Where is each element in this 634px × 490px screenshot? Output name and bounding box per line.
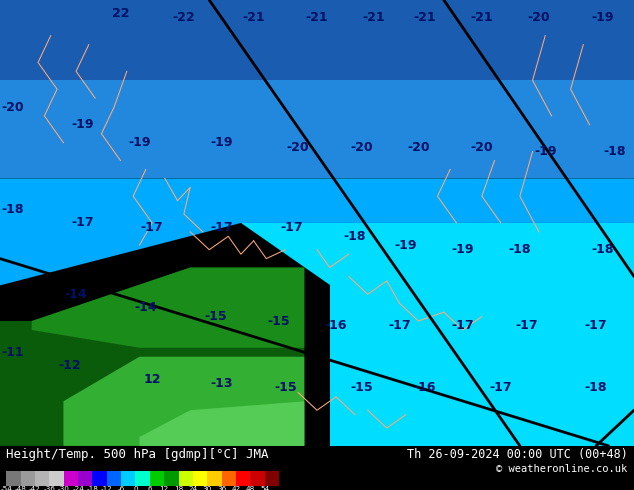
Text: -18: -18 (1, 203, 24, 216)
Text: -19: -19 (394, 239, 417, 252)
Text: -18: -18 (591, 243, 614, 256)
Bar (207, 471, 221, 486)
Text: -11: -11 (1, 346, 24, 359)
Text: -18: -18 (344, 230, 366, 243)
Bar (221, 471, 236, 486)
Text: -17: -17 (585, 319, 607, 332)
Text: 22: 22 (112, 7, 129, 20)
Text: -20: -20 (407, 141, 430, 154)
Text: -16: -16 (413, 381, 436, 394)
Polygon shape (0, 268, 304, 446)
Text: Height/Temp. 500 hPa [gdmp][°C] JMA: Height/Temp. 500 hPa [gdmp][°C] JMA (6, 448, 269, 461)
Text: Th 26-09-2024 00:00 UTC (00+48): Th 26-09-2024 00:00 UTC (00+48) (407, 448, 628, 461)
Polygon shape (330, 285, 634, 446)
Text: -19: -19 (591, 11, 614, 24)
Text: 6: 6 (148, 487, 152, 490)
Polygon shape (0, 0, 634, 80)
Text: -30: -30 (58, 487, 70, 490)
Text: © weatheronline.co.uk: © weatheronline.co.uk (496, 464, 628, 474)
Bar (21, 471, 35, 486)
Text: -17: -17 (451, 319, 474, 332)
Bar (250, 471, 264, 486)
Text: 30: 30 (203, 487, 212, 490)
Polygon shape (0, 80, 634, 178)
Text: -17: -17 (489, 381, 512, 394)
Polygon shape (139, 401, 304, 446)
Bar (49, 471, 64, 486)
Text: -19: -19 (534, 145, 557, 158)
Text: -42: -42 (29, 487, 41, 490)
Text: -20: -20 (350, 141, 373, 154)
Text: -17: -17 (280, 221, 303, 234)
Text: -20: -20 (287, 141, 309, 154)
Text: -54: -54 (1, 487, 12, 490)
Text: -21: -21 (306, 11, 328, 24)
Text: -16: -16 (325, 319, 347, 332)
Text: -15: -15 (204, 310, 227, 323)
Text: -17: -17 (71, 217, 94, 229)
Text: 48: 48 (245, 487, 255, 490)
Bar (78, 471, 93, 486)
Text: -12: -12 (58, 359, 81, 372)
Bar (164, 471, 179, 486)
Bar (93, 471, 107, 486)
Bar (150, 471, 164, 486)
Text: -18: -18 (585, 381, 607, 394)
Text: 18: 18 (174, 487, 183, 490)
Text: -15: -15 (350, 381, 373, 394)
Text: -21: -21 (242, 11, 265, 24)
Text: 12: 12 (143, 372, 161, 386)
Bar (107, 471, 121, 486)
Text: -21: -21 (363, 11, 385, 24)
Text: -17: -17 (515, 319, 538, 332)
Text: 42: 42 (231, 487, 240, 490)
Bar (64, 471, 78, 486)
Text: -17: -17 (210, 221, 233, 234)
Polygon shape (32, 268, 304, 348)
Text: 24: 24 (188, 487, 198, 490)
Text: -20: -20 (527, 11, 550, 24)
Text: -20: -20 (1, 100, 24, 114)
Text: -18: -18 (86, 487, 98, 490)
Text: 12: 12 (160, 487, 169, 490)
Text: -18: -18 (604, 145, 626, 158)
Polygon shape (0, 178, 634, 285)
Text: -15: -15 (274, 381, 297, 394)
Text: -19: -19 (210, 136, 233, 149)
Text: 0: 0 (133, 487, 138, 490)
Text: -19: -19 (71, 119, 94, 131)
Text: -12: -12 (101, 487, 113, 490)
Text: -24: -24 (72, 487, 84, 490)
Text: -17: -17 (141, 221, 164, 234)
Text: -21: -21 (413, 11, 436, 24)
Bar (179, 471, 193, 486)
Text: -18: -18 (508, 243, 531, 256)
Bar (136, 471, 150, 486)
Polygon shape (63, 357, 304, 446)
Text: -6: -6 (117, 487, 125, 490)
Text: -48: -48 (15, 487, 27, 490)
Text: 54: 54 (260, 487, 269, 490)
Bar (6, 471, 21, 486)
Bar (264, 471, 279, 486)
Text: -20: -20 (470, 141, 493, 154)
Text: -36: -36 (44, 487, 55, 490)
Text: -15: -15 (268, 315, 290, 327)
Text: 36: 36 (217, 487, 226, 490)
Bar (236, 471, 250, 486)
Text: -17: -17 (388, 319, 411, 332)
Text: -19: -19 (128, 136, 151, 149)
Text: -14: -14 (65, 288, 87, 301)
Text: -21: -21 (470, 11, 493, 24)
Text: -14: -14 (134, 301, 157, 314)
Bar (121, 471, 136, 486)
Bar (35, 471, 49, 486)
Polygon shape (241, 223, 634, 285)
Text: -19: -19 (451, 243, 474, 256)
Bar (193, 471, 207, 486)
Text: -13: -13 (210, 377, 233, 390)
Text: -22: -22 (172, 11, 195, 24)
